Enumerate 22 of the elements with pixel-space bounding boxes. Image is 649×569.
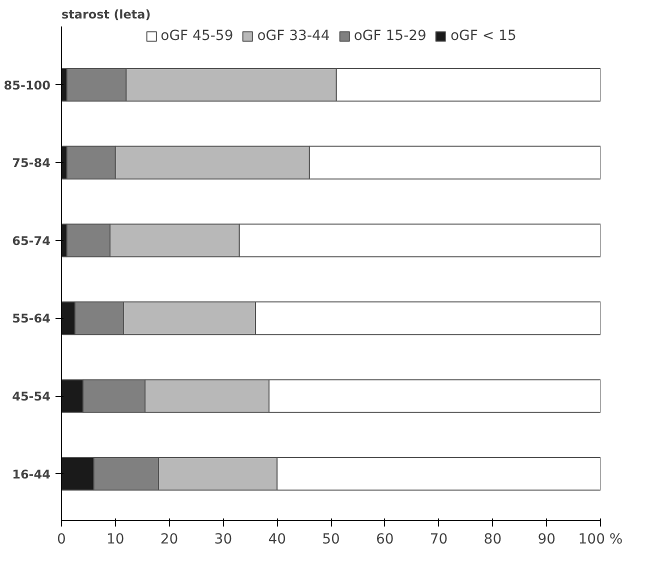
x-tick-label: 50	[322, 532, 340, 548]
y-tick-label: 65-74	[12, 234, 51, 248]
x-tick-label: 0	[57, 532, 66, 548]
x-tick-label: 30	[214, 532, 232, 548]
x-tick-label: 80	[484, 532, 502, 548]
x-tick-label: 20	[160, 532, 178, 548]
x-tick-label: 90	[538, 532, 556, 548]
y-axis-title: starost (leta)	[62, 8, 151, 22]
x-tick-label: 70	[430, 532, 448, 548]
legend-label: oGF 45-59	[160, 28, 234, 44]
legend-label: oGF 15-29	[354, 28, 426, 44]
y-tick-label: 55-64	[12, 312, 51, 326]
y-tick-label: 75-84	[12, 156, 51, 170]
y-tick-label: 16-44	[12, 467, 51, 482]
x-tick-label: 40	[268, 532, 286, 548]
legend-label: oGF 33-44	[257, 28, 330, 44]
y-tick-label: 45-54	[12, 390, 51, 404]
x-tick-label: 100 %	[578, 532, 623, 548]
x-tick-label: 10	[106, 532, 124, 548]
y-tick-label: 85-100	[4, 78, 51, 92]
legend-label: oGF < 15	[450, 28, 516, 44]
x-tick-label: 60	[376, 532, 394, 548]
